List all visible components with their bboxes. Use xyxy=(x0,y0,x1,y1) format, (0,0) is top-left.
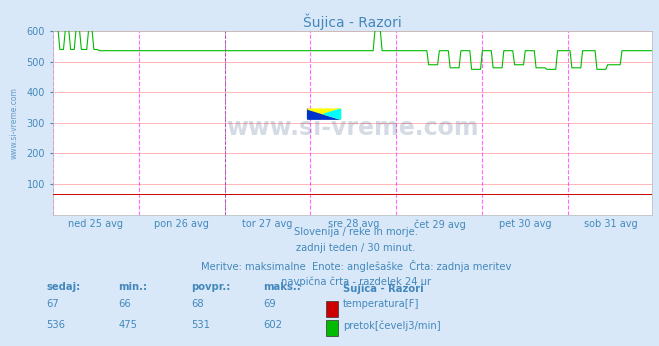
Text: 68: 68 xyxy=(191,299,204,309)
Polygon shape xyxy=(308,109,341,119)
Text: povpr.:: povpr.: xyxy=(191,282,231,292)
Text: 602: 602 xyxy=(264,320,283,330)
Title: Šujica - Razori: Šujica - Razori xyxy=(303,13,402,30)
Text: 531: 531 xyxy=(191,320,210,330)
Text: maks.:: maks.: xyxy=(264,282,301,292)
Text: pretok[čevelj3/min]: pretok[čevelj3/min] xyxy=(343,320,440,330)
Text: 67: 67 xyxy=(46,299,59,309)
Text: temperatura[F]: temperatura[F] xyxy=(343,299,419,309)
Text: Šujica - Razori: Šujica - Razori xyxy=(343,282,423,294)
Text: navpična črta - razdelek 24 ur: navpična črta - razdelek 24 ur xyxy=(281,276,431,287)
Polygon shape xyxy=(324,109,341,119)
Text: zadnji teden / 30 minut.: zadnji teden / 30 minut. xyxy=(296,243,416,253)
Text: www.si-vreme.com: www.si-vreme.com xyxy=(9,87,18,159)
Text: 66: 66 xyxy=(119,299,131,309)
Polygon shape xyxy=(308,109,341,119)
Text: sedaj:: sedaj: xyxy=(46,282,80,292)
Text: min.:: min.: xyxy=(119,282,148,292)
Text: www.si-vreme.com: www.si-vreme.com xyxy=(226,116,479,140)
Text: Meritve: maksimalne  Enote: anglešaške  Črta: zadnja meritev: Meritve: maksimalne Enote: anglešaške Čr… xyxy=(201,260,511,272)
Text: 69: 69 xyxy=(264,299,276,309)
Text: Slovenija / reke in morje.: Slovenija / reke in morje. xyxy=(294,227,418,237)
Text: 536: 536 xyxy=(46,320,65,330)
Text: 475: 475 xyxy=(119,320,138,330)
